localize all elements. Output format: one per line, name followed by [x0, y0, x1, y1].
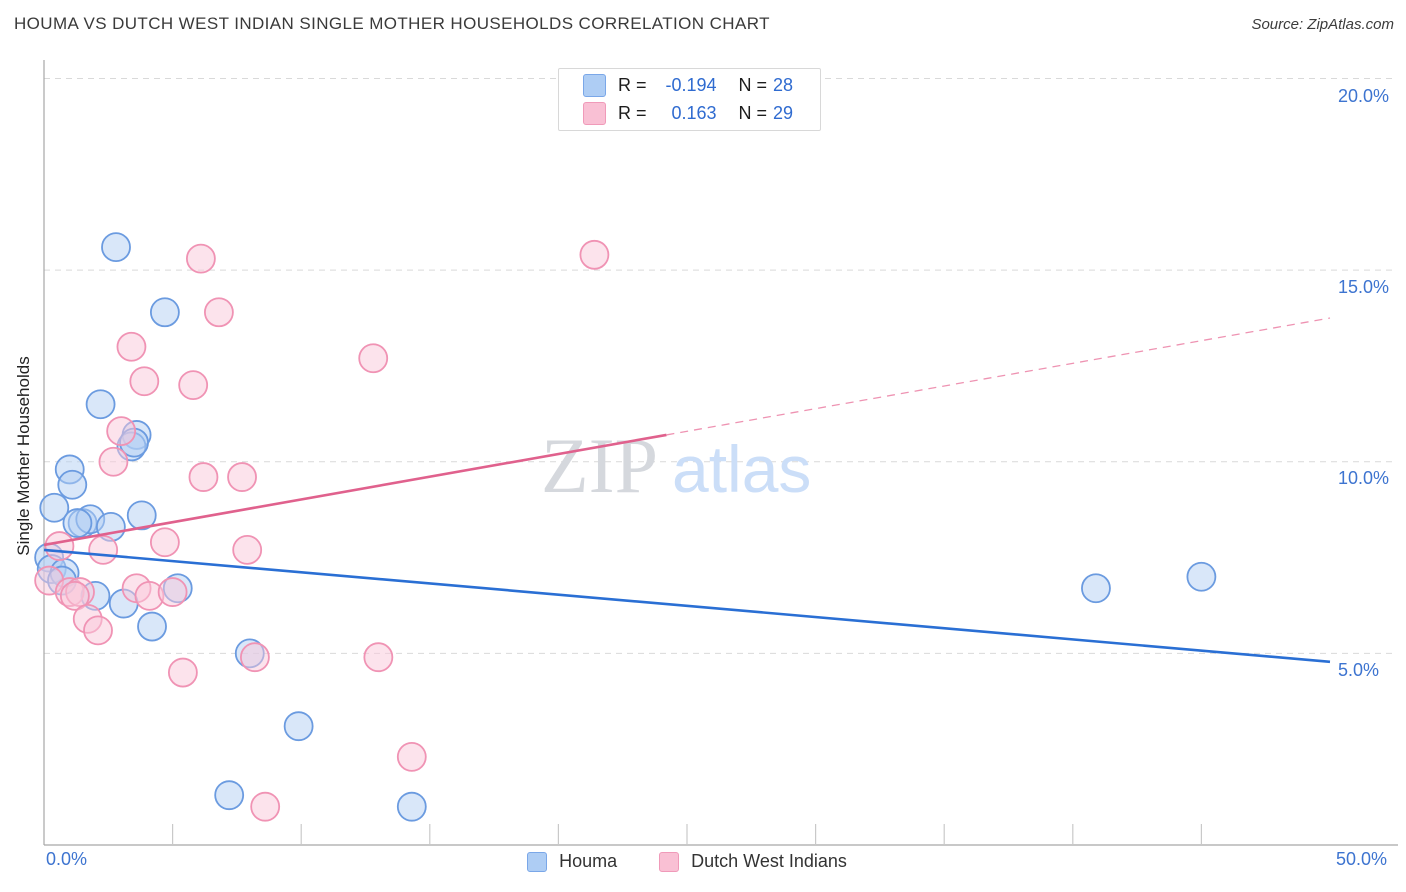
- houma-swatch: [583, 74, 606, 97]
- dutch-west-indians-swatch: [659, 851, 680, 872]
- data-point-dutch-west-indians: [98, 446, 129, 477]
- data-point-houma: [149, 297, 180, 328]
- data-point-dutch-west-indians: [167, 657, 198, 688]
- source-attribution: Source: ZipAtlas.com: [1251, 16, 1394, 33]
- legend-row-houma: R = -0.194 N = 28: [559, 74, 820, 98]
- data-point-houma: [62, 508, 93, 538]
- y-axis-title: Single Mother Households: [14, 356, 33, 556]
- correlation-legend: R = -0.194 N = 28 R = 0.163 N = 29: [558, 68, 821, 131]
- data-point-dutch-west-indians: [240, 642, 270, 673]
- r-value-houma: -0.194: [665, 75, 717, 95]
- y-tick-5: 5.0%: [1338, 660, 1380, 680]
- data-point-houma: [57, 469, 88, 500]
- n-label: N =: [738, 103, 768, 123]
- legend-row-dutch-west-indians: R = 0.163 N = 29: [559, 102, 820, 126]
- data-point-dutch-west-indians: [188, 462, 219, 492]
- data-point-dutch-west-indians: [396, 741, 427, 772]
- x-tick-50: 50.0%: [1336, 849, 1388, 869]
- data-point-dutch-west-indians: [59, 580, 90, 611]
- data-point-houma: [85, 389, 116, 420]
- data-point-houma: [1186, 561, 1217, 592]
- data-point-dutch-west-indians: [44, 531, 75, 561]
- data-point-dutch-west-indians: [363, 642, 394, 673]
- y-tick-10: 10.0%: [1338, 468, 1390, 488]
- n-value-dutch-west-indians: 29: [773, 103, 794, 123]
- legend-label-dutch-west-indians: Dutch West Indians: [691, 851, 847, 871]
- y-tick-20: 20.0%: [1338, 86, 1390, 106]
- houma-swatch: [527, 851, 548, 872]
- series-legend: Houma Dutch West Indians: [44, 851, 1330, 872]
- legend-label-houma: Houma: [559, 851, 618, 871]
- r-value-dutch-west-indians: 0.163: [671, 103, 717, 123]
- legend-item-houma: Houma: [527, 851, 617, 872]
- data-point-dutch-west-indians: [232, 534, 263, 565]
- data-point-dutch-west-indians: [227, 462, 257, 492]
- legend-item-dutch-west-indians: Dutch West Indians: [659, 851, 847, 872]
- data-point-houma: [396, 791, 427, 822]
- watermark-zip: ZIP: [541, 422, 658, 509]
- data-point-dutch-west-indians: [358, 343, 389, 374]
- data-point-houma: [214, 780, 245, 811]
- data-point-houma: [39, 492, 70, 523]
- data-point-dutch-west-indians: [83, 615, 113, 646]
- data-point-houma: [283, 711, 314, 742]
- data-point-dutch-west-indians: [178, 370, 209, 401]
- y-tick-15: 15.0%: [1338, 277, 1390, 297]
- data-point-houma: [126, 500, 157, 531]
- n-label: N =: [738, 75, 768, 95]
- data-point-houma: [101, 232, 131, 263]
- data-point-dutch-west-indians: [129, 366, 160, 397]
- trend-line-dutch-west-indians-solid: [43, 433, 667, 547]
- data-point-dutch-west-indians: [579, 239, 610, 270]
- r-label: R =: [618, 103, 647, 123]
- page-title: HOUMA VS DUTCH WEST INDIAN SINGLE MOTHER…: [14, 14, 770, 33]
- data-point-dutch-west-indians: [149, 527, 180, 558]
- dutch-west-indians-swatch: [583, 102, 606, 125]
- data-point-houma: [1081, 573, 1111, 604]
- trend-line-houma-solid: [43, 548, 1331, 664]
- watermark-atlas: atlas: [672, 432, 811, 506]
- data-point-dutch-west-indians: [106, 416, 137, 446]
- data-point-dutch-west-indians: [88, 534, 119, 565]
- r-label: R =: [618, 75, 647, 95]
- trend-line-dutch-west-indians-dashed: [666, 317, 1331, 436]
- data-point-dutch-west-indians: [250, 791, 281, 822]
- n-value-houma: 28: [773, 75, 794, 95]
- data-point-houma: [137, 611, 167, 642]
- x-tick-0: 0.0%: [46, 849, 88, 869]
- data-point-dutch-west-indians: [185, 243, 216, 274]
- data-point-dutch-west-indians: [157, 577, 188, 607]
- data-point-dutch-west-indians: [116, 331, 147, 362]
- data-point-dutch-west-indians: [203, 297, 234, 328]
